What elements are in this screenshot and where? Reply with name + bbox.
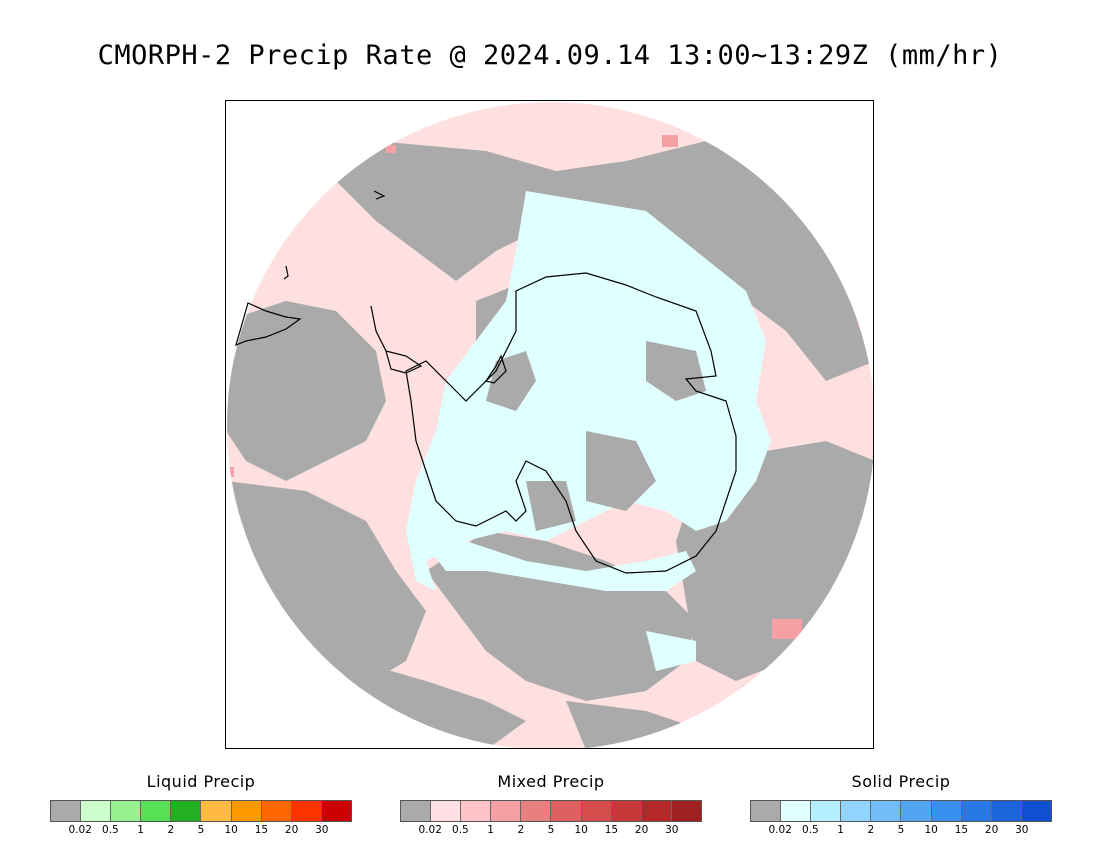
- legend-tick-label: 15: [604, 824, 619, 836]
- legend-tick-label: 2: [867, 824, 875, 836]
- legend-tick-label: 5: [197, 824, 205, 836]
- legend-swatch: [141, 801, 172, 821]
- color-bar: [50, 800, 352, 822]
- legend-swatch: [201, 801, 232, 821]
- legend-tick-label: 30: [1015, 824, 1029, 836]
- legend-tick-label: 20: [984, 824, 999, 836]
- legend-tick-label: 10: [574, 824, 588, 836]
- legend-swatch: [961, 801, 992, 821]
- solid-precip-areas: [406, 191, 771, 671]
- legend-title: Liquid Precip: [146, 772, 256, 791]
- legend-tick-label: 0.02: [68, 824, 92, 836]
- mixed-precip-cells: [227, 135, 864, 639]
- legend-swatch: [551, 801, 582, 821]
- tick-labels: 0.02 0.5 1 2 5 10 15 20 30: [400, 824, 702, 838]
- legend-tick-label: 15: [954, 824, 969, 836]
- legend-tick-label: 0.02: [768, 824, 792, 836]
- map-title: CMORPH-2 Precip Rate @ 2024.09.14 13:00~…: [97, 40, 1003, 71]
- legend-swatch: [291, 801, 322, 821]
- legend-tick-label: 10: [224, 824, 238, 836]
- legend-tick-label: 2: [517, 824, 525, 836]
- legend-tick-label: 0.5: [102, 824, 119, 836]
- legend-liquid: Liquid Precip 0.02 0.5 1 2 5 10 15 20 30: [50, 772, 352, 838]
- legend-title: Mixed Precip: [497, 772, 605, 791]
- legend-swatch: [931, 801, 962, 821]
- legend-tick-label: 10: [924, 824, 938, 836]
- tick-labels: 0.02 0.5 1 2 5 10 15 20 30: [750, 824, 1052, 838]
- legend-swatch: [51, 801, 82, 821]
- legend-tick-label: 1: [837, 824, 844, 836]
- legend-mixed: Mixed Precip 0.02 0.5 1 2 5 10 15 20 30: [400, 772, 702, 838]
- legend-swatch: [991, 801, 1022, 821]
- legend-tick-label: 0.5: [802, 824, 819, 836]
- south-america-coastline: [235, 190, 386, 347]
- legend-tick-label: 0.02: [418, 824, 442, 836]
- legend-tick-label: 20: [284, 824, 299, 836]
- legend-tick-label: 30: [665, 824, 679, 836]
- color-bar: [400, 800, 702, 822]
- legend-swatch: [871, 801, 902, 821]
- legend-swatch: [261, 801, 292, 821]
- legend-tick-label: 1: [487, 824, 494, 836]
- legend-swatch: [751, 801, 782, 821]
- legend-swatch: [671, 801, 701, 821]
- tick-labels: 0.02 0.5 1 2 5 10 15 20 30: [50, 824, 352, 838]
- legend-swatch: [431, 801, 462, 821]
- antarctica-coastline: [370, 272, 737, 574]
- legend-swatch: [81, 801, 112, 821]
- legend-swatch: [611, 801, 642, 821]
- legend-swatch: [231, 801, 262, 821]
- legend-tick-label: 5: [547, 824, 555, 836]
- map-panel: [225, 100, 874, 749]
- legend-swatch: [581, 801, 612, 821]
- legend-swatch: [171, 801, 202, 821]
- legend-tick-label: 15: [254, 824, 269, 836]
- legend-swatch: [841, 801, 872, 821]
- legend-swatch: [781, 801, 812, 821]
- legend-tick-label: 2: [167, 824, 175, 836]
- legend-swatch: [111, 801, 142, 821]
- legend-swatch: [811, 801, 842, 821]
- legend-solid: Solid Precip 0.02 0.5 1 2 5 10 15 20 30: [750, 772, 1052, 838]
- legend-swatch: [461, 801, 492, 821]
- legend-swatch: [1021, 801, 1051, 821]
- legend-swatch: [401, 801, 432, 821]
- legend-swatch: [491, 801, 522, 821]
- legend-swatch: [641, 801, 672, 821]
- legend-tick-label: 0.5: [452, 824, 469, 836]
- legend-swatch: [521, 801, 552, 821]
- legend-swatch: [901, 801, 932, 821]
- legend-tick-label: 20: [634, 824, 649, 836]
- legend-swatch: [321, 801, 351, 821]
- legend-title: Solid Precip: [851, 772, 951, 791]
- legend-tick-label: 5: [897, 824, 905, 836]
- legend-tick-label: 30: [315, 824, 329, 836]
- polar-map: [227, 102, 873, 748]
- legend-tick-label: 1: [137, 824, 144, 836]
- color-bar: [750, 800, 1052, 822]
